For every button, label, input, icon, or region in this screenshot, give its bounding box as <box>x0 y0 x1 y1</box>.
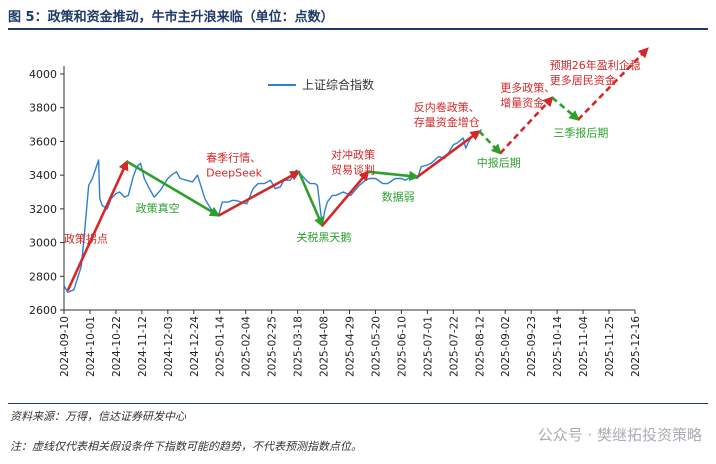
annotation-label: 增量资金 <box>500 96 544 110</box>
bottom-rule <box>8 403 708 404</box>
annotation-label: 中报后期 <box>477 156 521 170</box>
dashed-up-arrow <box>577 47 649 121</box>
dashed-down-arrow <box>478 130 502 155</box>
x-tick-label: 2024-12-03 <box>163 316 175 377</box>
annotation-label: 反内卷政策、 <box>414 100 480 114</box>
x-tick-label: 2025-09-02 <box>500 316 512 377</box>
x-tick-label: 2025-02-04 <box>241 316 253 377</box>
x-tick-label: 2025-02-25 <box>267 316 279 377</box>
x-tick-label: 2025-07-22 <box>448 316 460 377</box>
y-tick-label: 2800 <box>29 270 57 283</box>
annotation-label: 三季报后期 <box>553 125 608 139</box>
up-arrow <box>66 159 129 292</box>
x-tick-label: 2025-09-23 <box>526 316 538 377</box>
annotation-label: 更多政策、 <box>500 81 555 95</box>
legend: 上证综合指数 <box>268 77 374 92</box>
annotation-label: 政策拐点 <box>64 232 108 246</box>
disclaimer-note: 注：虚线仅代表相关假设条件下指数可能的趋势，不代表预测指数点位。 <box>10 440 362 453</box>
axes: 2600 2800 3000 3200 3400 3600 3800 4000 2024-09-… <box>29 66 642 377</box>
up-arrow <box>217 170 301 217</box>
x-tick-label: 2024-10-01 <box>85 316 97 377</box>
y-tick-label: 3600 <box>29 135 57 148</box>
x-tick-label: 2025-04-08 <box>319 316 331 377</box>
trend-arrows <box>66 47 649 292</box>
annotation-label: DeepSeek <box>206 167 263 180</box>
annotation-label: 数据弱 <box>382 189 415 203</box>
annotation-label: 春季行情、 <box>206 152 261 165</box>
x-tick-label: 2025-05-20 <box>370 316 382 377</box>
up-arrow <box>321 170 370 227</box>
up-arrow <box>416 130 481 178</box>
series-line <box>63 129 483 293</box>
chart: 2600 2800 3000 3200 3400 3600 3800 4000 2024-09-… <box>29 47 649 377</box>
down-arrow <box>126 160 221 217</box>
x-tick-label: 2024-12-24 <box>189 316 201 377</box>
watermark: 公众号 · 樊继拓投资策略 <box>537 426 702 444</box>
x-tick-label: 2025-07-01 <box>422 316 434 377</box>
y-tick-label: 3000 <box>29 237 57 250</box>
title-rule <box>8 28 708 30</box>
x-tick-label: 2025-04-29 <box>345 316 357 377</box>
y-tick-label: 4000 <box>29 68 57 81</box>
y-tick-label: 2600 <box>29 304 57 317</box>
annotation-label: 政策真空 <box>136 201 180 215</box>
x-tick-label: 2024-11-12 <box>137 316 149 377</box>
dashed-up-arrow <box>499 96 554 155</box>
x-tick-label: 2024-09-10 <box>59 316 71 377</box>
x-tick-label: 2025-06-10 <box>396 316 408 377</box>
y-tick-label: 3400 <box>29 169 57 182</box>
annotation-label: 预期26年盈利企稳 <box>550 58 641 72</box>
x-tick-label: 2025-03-18 <box>293 316 305 377</box>
annotation-label: 贸易谈判 <box>331 163 375 176</box>
x-tick-label: 2025-11-25 <box>604 316 616 377</box>
x-tick-label: 2025-12-16 <box>630 316 642 377</box>
annotation-label: 关税黑天鹅 <box>296 230 351 244</box>
legend-label: 上证综合指数 <box>302 77 374 92</box>
x-tick-label: 2025-01-14 <box>215 316 227 377</box>
dashed-down-arrow <box>551 96 580 121</box>
y-tick-label: 3800 <box>29 102 57 115</box>
source-note: 资料来源：万得，信达证券研发中心 <box>10 410 186 423</box>
down-arrow <box>367 170 420 182</box>
x-tick-label: 2025-10-14 <box>552 316 564 377</box>
figure-title: 图 5：政策和资金推动，牛市主升浪来临（单位：点数） <box>8 10 334 25</box>
annotation-label: 更多居民资金 <box>550 73 616 87</box>
x-tick-label: 2024-10-22 <box>111 316 123 377</box>
down-arrow <box>297 171 324 228</box>
annotation-label: 对冲政策 <box>331 147 375 161</box>
index-series <box>63 129 483 293</box>
annotation-label: 存量资金增仓 <box>414 115 480 129</box>
x-tick-label: 2025-08-12 <box>474 316 486 377</box>
x-tick-label: 2025-11-04 <box>578 316 590 377</box>
y-tick-label: 3200 <box>29 203 57 216</box>
